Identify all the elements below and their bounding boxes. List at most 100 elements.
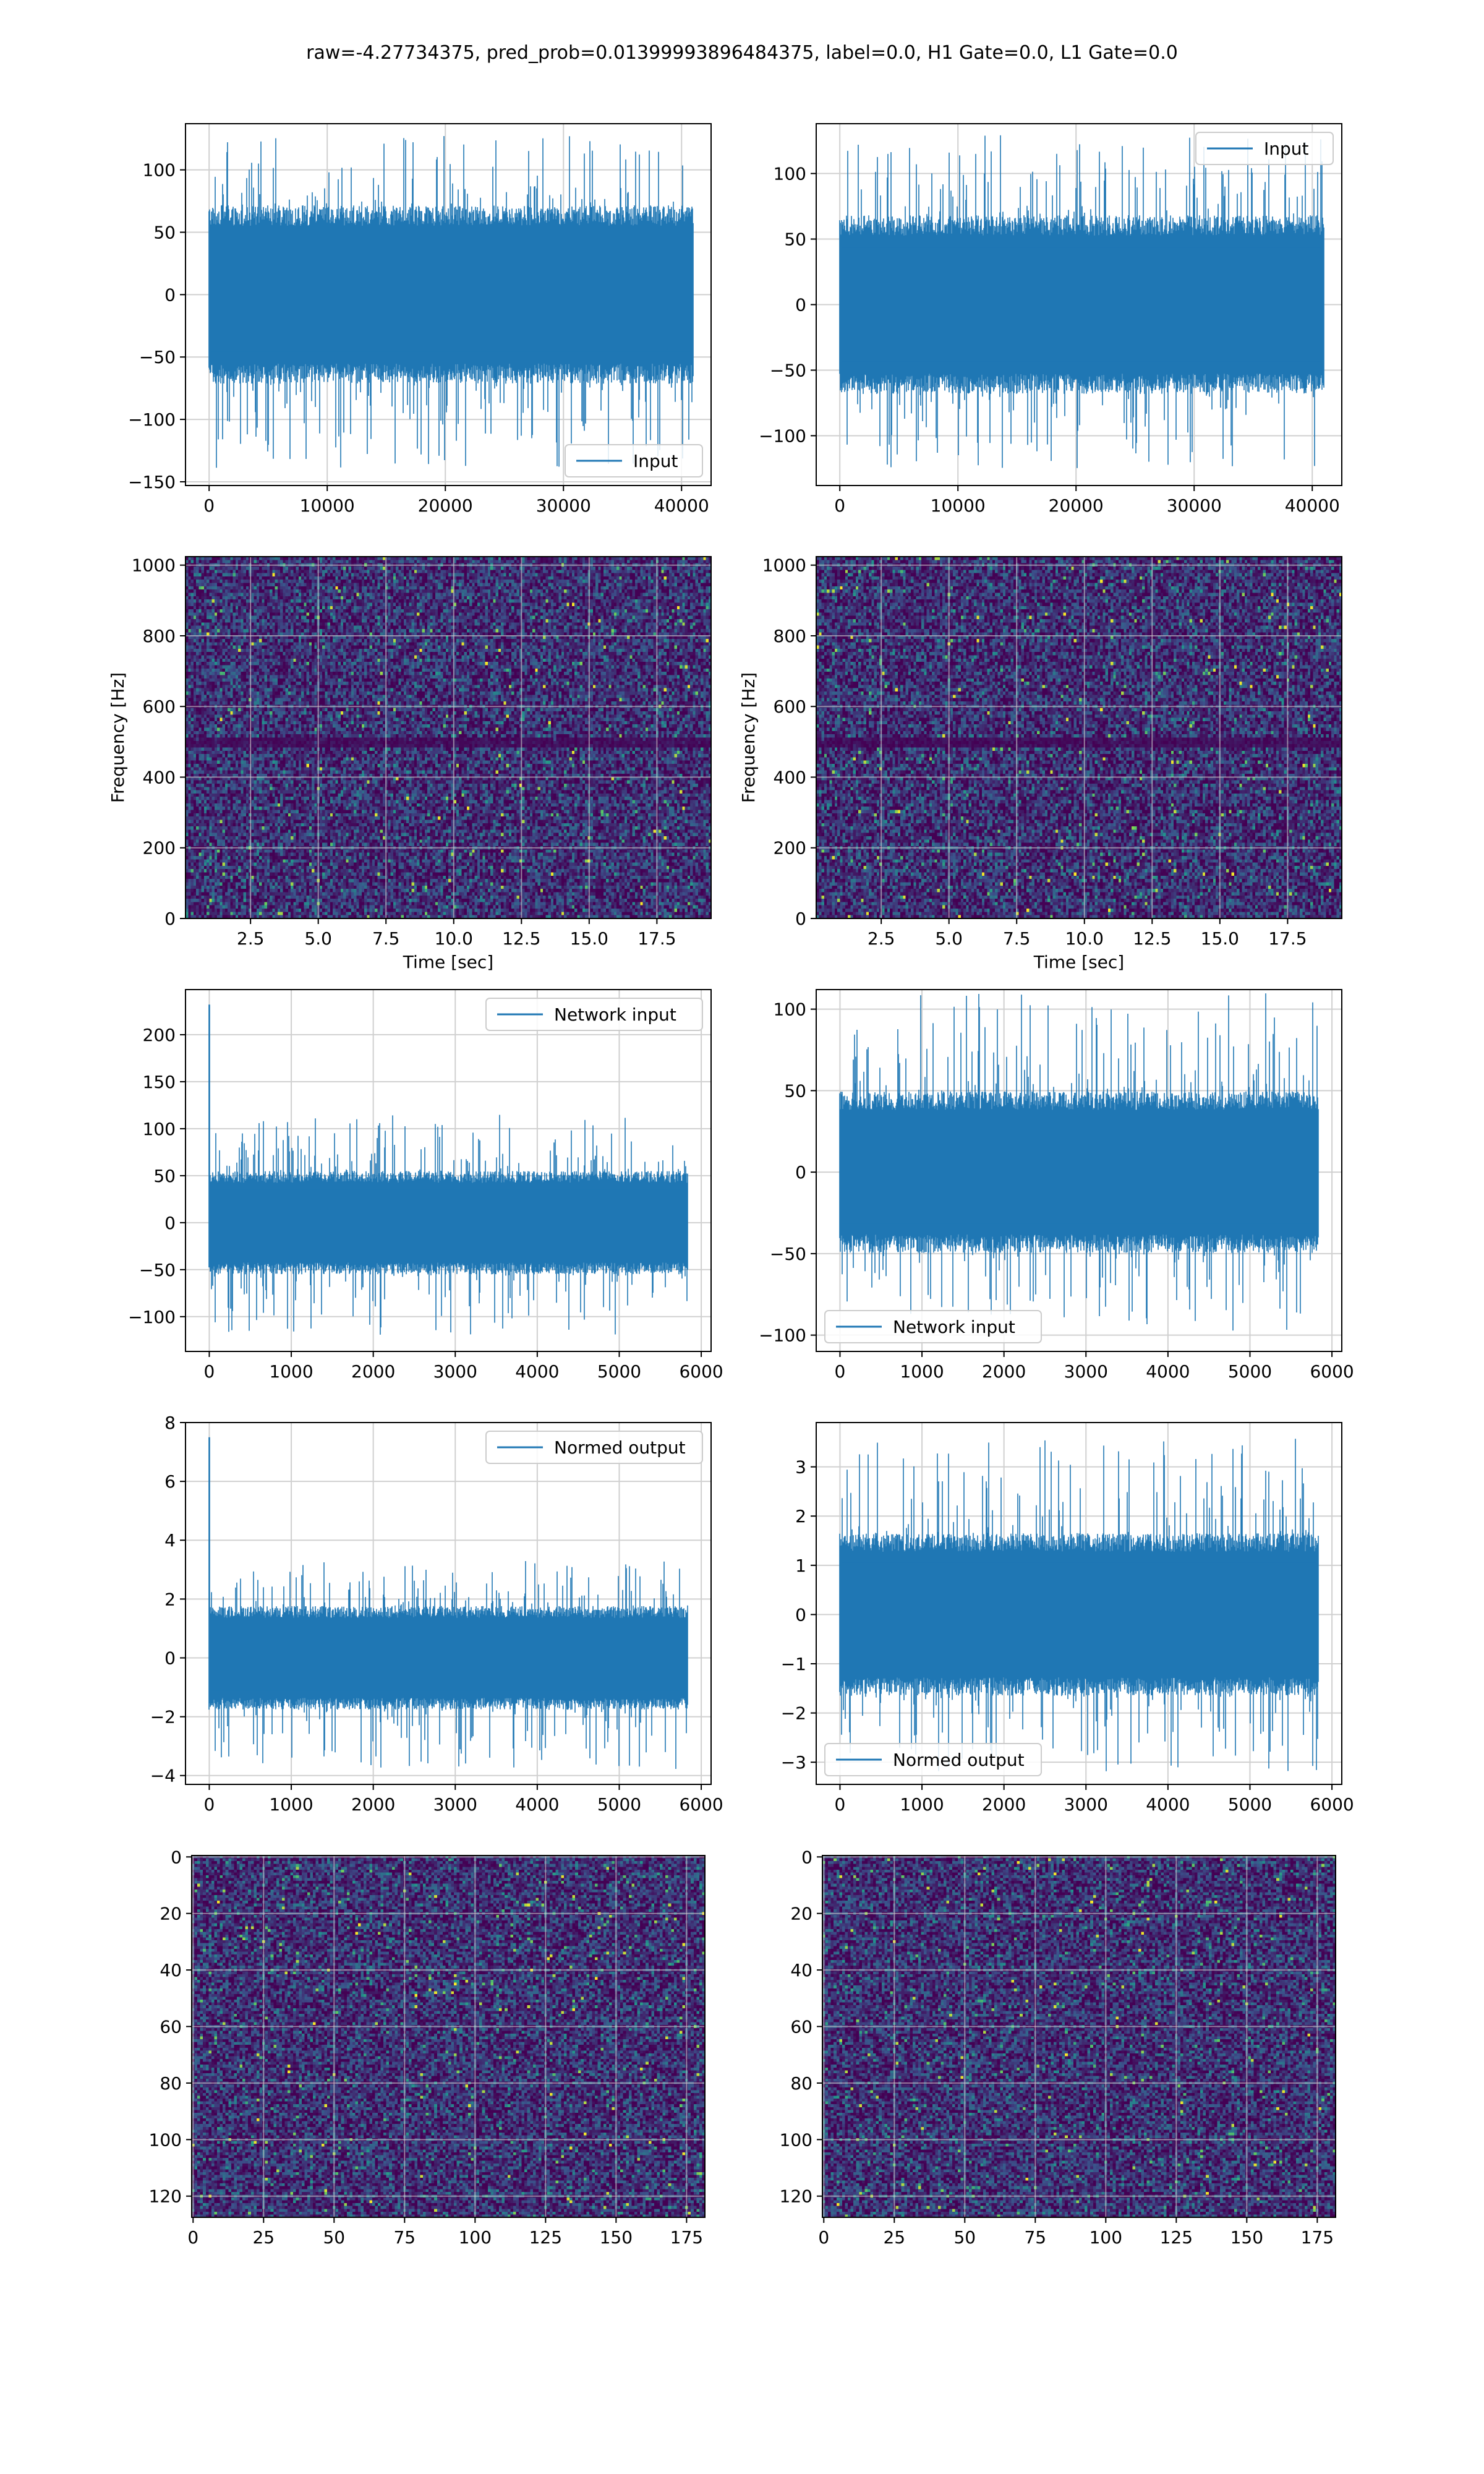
legend-label: Normed output [893, 1750, 1025, 1770]
legend: Network input [485, 998, 703, 1031]
x-tick-label: 0 [835, 1794, 846, 1815]
x-tick-label: 25 [883, 2227, 905, 2248]
y-tick-label: 400 [774, 767, 806, 787]
x-tick-label: 15.0 [570, 928, 608, 949]
series-body [842, 1562, 1316, 1666]
legend: Input [1195, 132, 1334, 165]
x-tick-label: 40000 [654, 495, 709, 516]
y-axis-label: Frequency [Hz] [108, 672, 128, 803]
y-tick-label: −100 [128, 1307, 176, 1327]
y-tick-label: 0 [801, 1847, 812, 1867]
panel-row5-left: 0 25 50 75 100 125 150 175 0 20 40 60 80 100 120 [149, 1847, 706, 2248]
series-line [208, 1437, 688, 1769]
x-tick-label: 2000 [351, 1361, 395, 1382]
x-tick-label: 3000 [433, 1794, 477, 1815]
x-tick-label: 6000 [679, 1794, 723, 1815]
x-tick-label: 6000 [1310, 1794, 1354, 1815]
x-tick-label: 3000 [1064, 1361, 1108, 1382]
x-tick-label: 1000 [269, 1794, 313, 1815]
x-tick-label: 5.0 [935, 928, 963, 949]
panel-row3-left: 0 1000 2000 3000 4000 5000 6000 −100 −50 0 50 100 15… [128, 989, 723, 1382]
x-tick-label: 7.5 [372, 928, 400, 949]
x-tick-label: 2000 [982, 1361, 1026, 1382]
panel-row1-right: 0 10000 20000 30000 40000 −100 −50 0 50 100 Input [759, 123, 1342, 516]
heatmap-image [816, 557, 1342, 918]
legend-box [1195, 132, 1334, 165]
x-tick-label: 150 [1230, 2227, 1263, 2248]
y-tick-label: 200 [143, 838, 176, 858]
y-tick-label: 60 [790, 2017, 812, 2037]
y-tick-label: 2 [164, 1589, 176, 1609]
x-tick-label: 15.0 [1201, 928, 1239, 949]
y-tick-label: 8 [164, 1413, 176, 1433]
x-tick-label: 5.0 [304, 928, 332, 949]
axes-frame [822, 1855, 1336, 2218]
y-tick-label: 100 [774, 999, 806, 1020]
y-tick-label: 200 [143, 1025, 176, 1045]
y-tick-label: −1 [781, 1654, 806, 1674]
x-tick-label: 12.5 [502, 928, 540, 949]
series-body [842, 247, 1321, 362]
legend: Normed output [824, 1743, 1042, 1776]
x-tick-label: 2000 [351, 1794, 395, 1815]
y-tick-label: −3 [781, 1752, 806, 1773]
y-tick-label: 0 [795, 1162, 806, 1183]
heatmap-image [822, 1856, 1336, 2217]
panel-row4-left: 0 1000 2000 3000 4000 5000 6000 −4 −2 0 2 4 6 8 Normed… [150, 1413, 723, 1815]
x-tick-label: 0 [834, 495, 845, 516]
y-tick-label: 0 [164, 1213, 176, 1233]
y-tick-label: 0 [795, 295, 806, 315]
legend-label: Normed output [554, 1437, 686, 1458]
y-tick-label: −50 [139, 1260, 176, 1280]
x-tick-label: 1000 [269, 1361, 313, 1382]
x-tick-label: 6000 [1310, 1361, 1354, 1382]
y-tick-label: −100 [759, 1325, 806, 1346]
x-tick-label: 2.5 [868, 928, 895, 949]
y-tick-label: 20 [790, 1904, 812, 1924]
y-tick-label: −50 [770, 360, 806, 380]
y-tick-label: −100 [759, 426, 806, 446]
x-tick-label: 7.5 [1003, 928, 1031, 949]
legend-box [824, 1743, 1042, 1776]
x-tick-label: 75 [1024, 2227, 1046, 2248]
heatmap-image [192, 1856, 705, 2217]
panel-row2-right: 2.5 5.0 7.5 10.0 12.5 15.0 17.5 0 200 400 600 800 10… [738, 555, 1342, 972]
y-tick-label: 1000 [762, 555, 806, 576]
legend-label: Input [633, 451, 678, 471]
panel-row3-right: 0 1000 2000 3000 4000 5000 6000 −100 −50 0 50 100 Ne… [759, 989, 1354, 1382]
x-tick-label: 175 [670, 2227, 703, 2248]
y-tick-label: 600 [143, 696, 176, 717]
y-tick-label: −2 [781, 1703, 806, 1724]
y-tick-label: 50 [784, 229, 806, 250]
series-body [842, 1121, 1316, 1224]
y-tick-label: 0 [164, 909, 176, 929]
legend-box [565, 444, 703, 477]
x-tick-label: 175 [1301, 2227, 1334, 2248]
y-tick-label: −50 [770, 1244, 806, 1264]
x-tick-label: 40000 [1285, 495, 1340, 516]
y-tick-label: −150 [128, 472, 176, 492]
x-tick-label: 3000 [433, 1361, 477, 1382]
y-tick-label: 50 [784, 1081, 806, 1101]
panel-row1-left: 0 10000 20000 30000 40000 −150 −100 −50 0 50 100 In… [128, 123, 712, 516]
axes-frame [185, 1422, 712, 1785]
series-body [211, 1189, 685, 1256]
panel-row5-right: 0 25 50 75 100 125 150 175 0 20 40 60 80 100 120 [780, 1847, 1336, 2248]
x-tick-label: 0 [818, 2227, 829, 2248]
x-tick-label: 4000 [515, 1794, 559, 1815]
x-tick-label: 50 [323, 2227, 345, 2248]
axes-frame [185, 123, 712, 486]
y-tick-label: −100 [128, 409, 176, 430]
x-tick-label: 2000 [982, 1794, 1026, 1815]
y-tick-label: 1 [795, 1556, 806, 1576]
y-tick-label: −4 [150, 1766, 176, 1786]
grid [192, 1856, 705, 2217]
series-body [211, 1625, 685, 1691]
x-tick-label: 150 [600, 2227, 633, 2248]
x-tick-label: 50 [953, 2227, 976, 2248]
legend-box [485, 998, 703, 1031]
series-line [208, 1004, 688, 1335]
y-tick-label: 120 [149, 2186, 182, 2207]
x-tick-label: 4000 [1146, 1794, 1190, 1815]
